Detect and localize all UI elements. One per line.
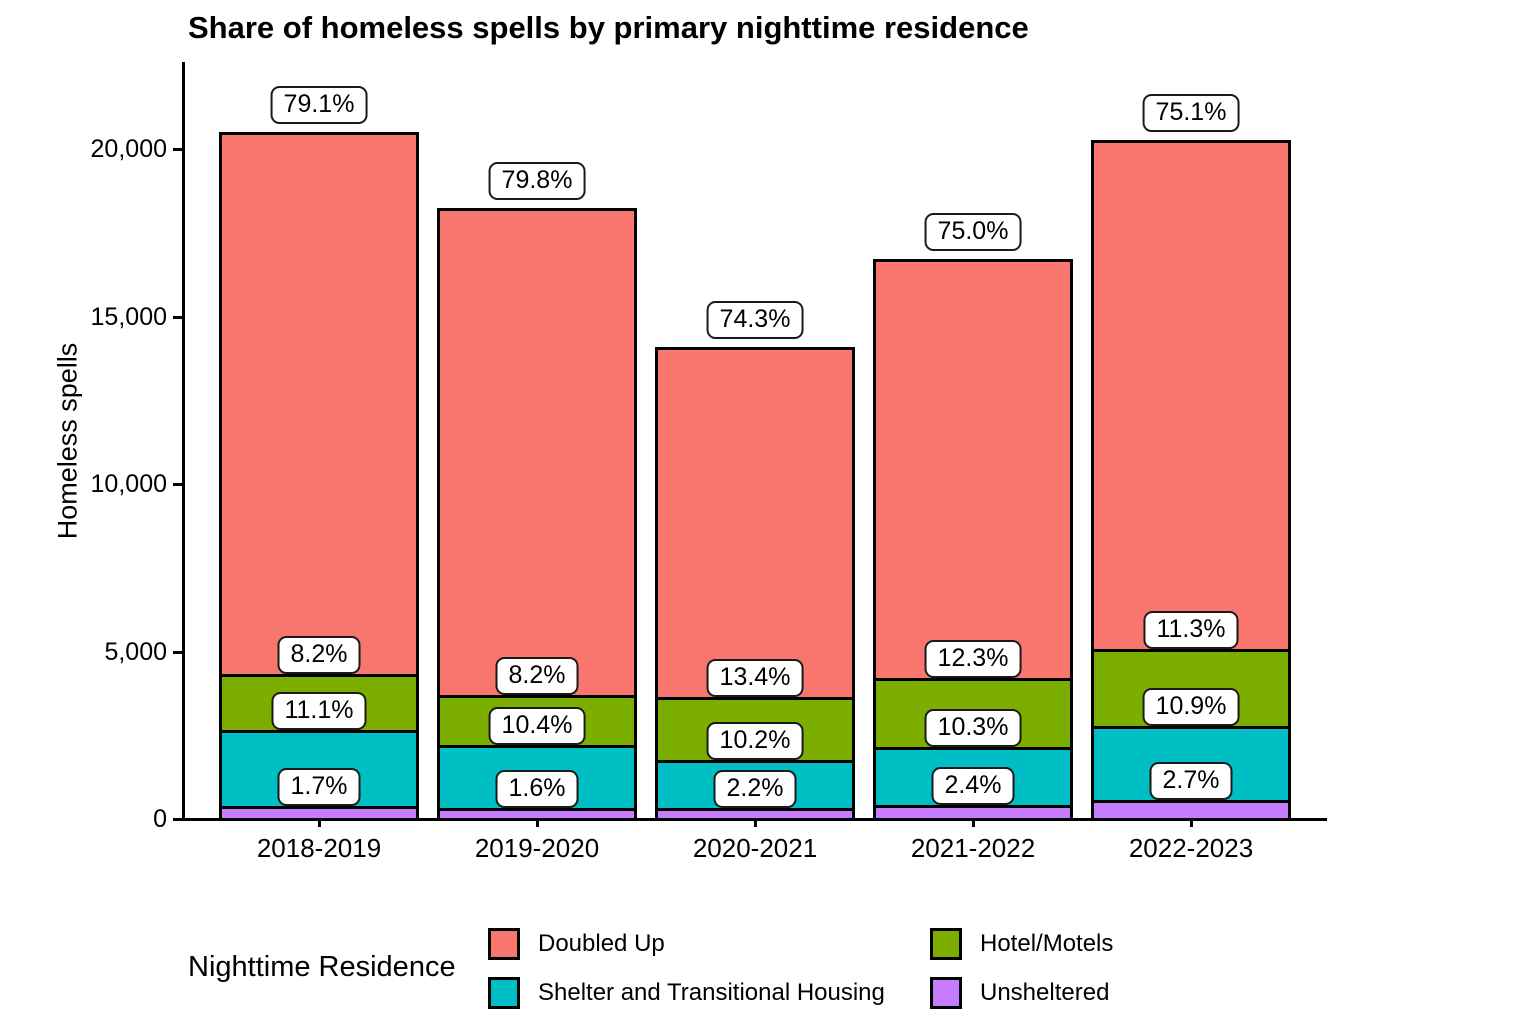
y-tick-mark	[173, 315, 182, 319]
y-axis-line	[182, 62, 185, 821]
bar-segment-doubled-up-2022-2023	[1091, 139, 1291, 653]
y-tick-label: 0	[153, 805, 167, 833]
bar-segment-doubled-up-2020-2021	[655, 346, 855, 700]
legend-title: Nighttime Residence	[188, 951, 456, 983]
y-tick-label: 5,000	[104, 637, 167, 666]
pct-label: 1.7%	[277, 768, 361, 807]
x-tick-mark	[972, 821, 975, 827]
pct-label: 12.3%	[924, 640, 1022, 679]
legend-label: Shelter and Transitional Housing	[538, 979, 885, 1006]
y-tick-mark	[173, 148, 182, 151]
pct-label: 1.6%	[495, 770, 579, 809]
chart-title: Share of homeless spells by primary nigh…	[188, 10, 1029, 45]
x-tick-label: 2019-2020	[474, 833, 600, 863]
pct-label: 79.1%	[270, 86, 368, 125]
pct-label: 2.7%	[1149, 761, 1233, 800]
legend-key-doubled-up	[488, 928, 520, 960]
x-tick-label: 2020-2021	[692, 833, 818, 863]
bar-segment-unsheltered-2022-2023	[1091, 799, 1291, 821]
pct-label: 13.4%	[706, 658, 804, 697]
bar-segment-doubled-up-2018-2019	[219, 132, 419, 678]
pct-label: 75.0%	[924, 212, 1022, 251]
legend-label: Unsheltered	[980, 979, 1110, 1006]
legend-key-shelter-and-transitional-housing	[488, 977, 520, 1009]
legend-key-hotel-motels	[930, 928, 962, 960]
pct-label: 79.8%	[488, 162, 586, 201]
y-tick-mark	[173, 483, 182, 486]
pct-label: 10.4%	[488, 706, 586, 745]
legend-key-unsheltered	[930, 977, 962, 1009]
y-tick-label: 15,000	[90, 302, 167, 331]
legend-label: Hotel/Motels	[980, 930, 1114, 957]
x-tick-label: 2021-2022	[910, 833, 1036, 863]
pct-label: 8.2%	[277, 636, 361, 675]
legend-label: Doubled Up	[538, 930, 665, 957]
x-tick-mark	[318, 821, 321, 827]
bar-segment-doubled-up-2019-2020	[437, 208, 637, 698]
pct-label: 2.4%	[931, 766, 1015, 805]
y-tick-label: 10,000	[90, 470, 167, 498]
pct-label: 10.3%	[924, 708, 1022, 747]
x-tick-mark	[754, 821, 757, 827]
pct-label: 11.1%	[271, 692, 367, 731]
x-tick-mark	[536, 821, 539, 827]
pct-label: 11.3%	[1143, 611, 1239, 650]
pct-label: 2.2%	[713, 769, 797, 808]
pct-label: 10.2%	[706, 721, 804, 760]
pct-label: 8.2%	[495, 656, 579, 695]
x-tick-label: 2018-2019	[256, 833, 382, 863]
bar-segment-doubled-up-2021-2022	[873, 258, 1073, 682]
pct-label: 75.1%	[1142, 93, 1240, 132]
pct-label: 74.3%	[706, 300, 804, 339]
y-tick-mark	[173, 818, 182, 821]
pct-label: 10.9%	[1142, 687, 1240, 726]
x-tick-mark	[1190, 821, 1193, 827]
x-tick-label: 2022-2023	[1128, 833, 1254, 863]
y-tick-mark	[173, 650, 182, 654]
y-tick-label: 20,000	[90, 135, 167, 163]
